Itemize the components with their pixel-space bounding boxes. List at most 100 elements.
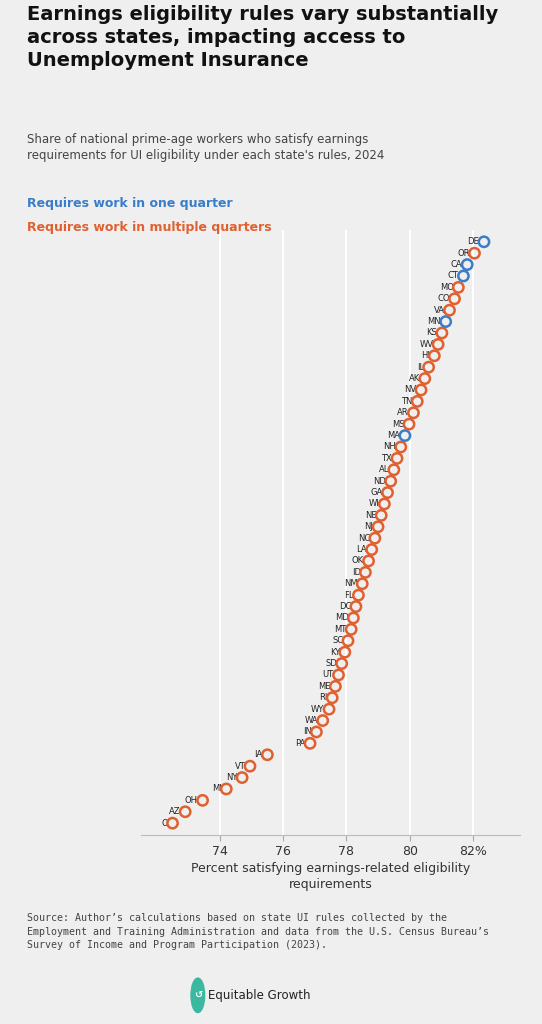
Text: AZ: AZ <box>169 807 180 816</box>
Point <box>358 575 366 592</box>
Text: VT: VT <box>235 762 246 771</box>
Point <box>367 542 376 558</box>
Text: NC: NC <box>358 534 370 543</box>
Point <box>383 484 392 501</box>
Point <box>328 689 337 706</box>
Point <box>198 793 207 809</box>
Text: MO: MO <box>440 283 454 292</box>
Point <box>306 735 314 752</box>
Text: UT: UT <box>322 671 334 680</box>
Point <box>331 678 340 694</box>
Text: AK: AK <box>409 374 420 383</box>
Point <box>340 644 349 660</box>
Text: OK: OK <box>352 556 364 565</box>
Text: ID: ID <box>352 568 360 577</box>
Point <box>405 416 414 432</box>
Circle shape <box>191 978 205 1013</box>
Text: TX: TX <box>382 454 392 463</box>
Point <box>238 769 247 785</box>
Point <box>344 633 352 649</box>
Text: CT: CT <box>448 271 459 281</box>
Text: Requires work in multiple quarters: Requires work in multiple quarters <box>27 221 272 234</box>
Point <box>352 598 360 614</box>
Point <box>454 280 463 296</box>
Text: Percent satisfying earnings-related eligibility
requirements: Percent satisfying earnings-related elig… <box>191 862 470 891</box>
Text: CO: CO <box>437 294 450 303</box>
Point <box>417 382 425 398</box>
Point <box>401 427 409 443</box>
Point <box>441 313 450 330</box>
Text: GA: GA <box>371 488 383 497</box>
Text: Requires work in one quarter: Requires work in one quarter <box>27 197 233 210</box>
Text: IA: IA <box>254 751 263 759</box>
Point <box>312 724 321 740</box>
Text: WY: WY <box>311 705 324 714</box>
Text: NM: NM <box>344 580 358 588</box>
Point <box>361 564 370 581</box>
Text: AR: AR <box>397 409 409 418</box>
Text: MN: MN <box>427 317 441 326</box>
Point <box>390 462 398 478</box>
Point <box>334 667 343 683</box>
Point <box>371 530 379 547</box>
Text: TN: TN <box>401 397 412 406</box>
Point <box>364 553 373 569</box>
Text: VA: VA <box>434 306 445 314</box>
Text: FL: FL <box>344 591 354 600</box>
Text: HI: HI <box>421 351 430 360</box>
Point <box>450 291 459 307</box>
Text: DE: DE <box>467 238 479 247</box>
Text: WA: WA <box>305 716 318 725</box>
Text: ND: ND <box>373 477 386 485</box>
Point <box>396 439 405 456</box>
Text: ↺: ↺ <box>194 990 202 1000</box>
Point <box>374 518 383 535</box>
Point <box>263 746 272 763</box>
Text: AL: AL <box>379 465 389 474</box>
Text: Source: Author’s calculations based on state UI rules collected by the
Employmen: Source: Author’s calculations based on s… <box>27 913 489 950</box>
Point <box>377 507 385 523</box>
Point <box>222 780 231 797</box>
Text: MA: MA <box>387 431 400 440</box>
Point <box>325 701 333 718</box>
Text: NY: NY <box>226 773 237 782</box>
Point <box>349 609 358 626</box>
Point <box>168 815 177 831</box>
Text: CA: CA <box>451 260 462 269</box>
Text: RI: RI <box>319 693 327 702</box>
Point <box>318 713 327 729</box>
Point <box>347 622 356 638</box>
Point <box>430 347 438 364</box>
Text: OH: OH <box>185 796 198 805</box>
Text: Share of national prime-age workers who satisfy earnings
requirements for UI eli: Share of national prime-age workers who … <box>27 133 384 162</box>
Point <box>463 256 472 272</box>
Point <box>421 371 429 387</box>
Point <box>480 233 488 250</box>
Text: NE: NE <box>365 511 377 520</box>
Text: O: O <box>161 818 168 827</box>
Text: MI: MI <box>212 784 222 794</box>
Text: WV: WV <box>420 340 434 349</box>
Point <box>445 302 454 318</box>
Text: IN: IN <box>303 727 312 736</box>
Point <box>459 268 468 285</box>
Point <box>354 587 363 603</box>
Point <box>246 758 254 774</box>
Text: KY: KY <box>330 647 340 656</box>
Text: NJ: NJ <box>364 522 373 531</box>
Text: MS: MS <box>392 420 404 429</box>
Text: WI: WI <box>369 500 379 509</box>
Text: PA: PA <box>295 739 305 748</box>
Point <box>386 473 395 489</box>
Point <box>181 804 190 820</box>
Point <box>470 245 479 261</box>
Text: SD: SD <box>325 659 337 668</box>
Point <box>380 496 389 512</box>
Text: KS: KS <box>427 329 437 338</box>
Text: Earnings eligibility rules vary substantially
across states, impacting access to: Earnings eligibility rules vary substant… <box>27 5 498 70</box>
Point <box>413 393 422 410</box>
Point <box>437 325 446 341</box>
Text: NH: NH <box>383 442 396 452</box>
Text: LA: LA <box>356 545 367 554</box>
Text: ME: ME <box>318 682 331 691</box>
